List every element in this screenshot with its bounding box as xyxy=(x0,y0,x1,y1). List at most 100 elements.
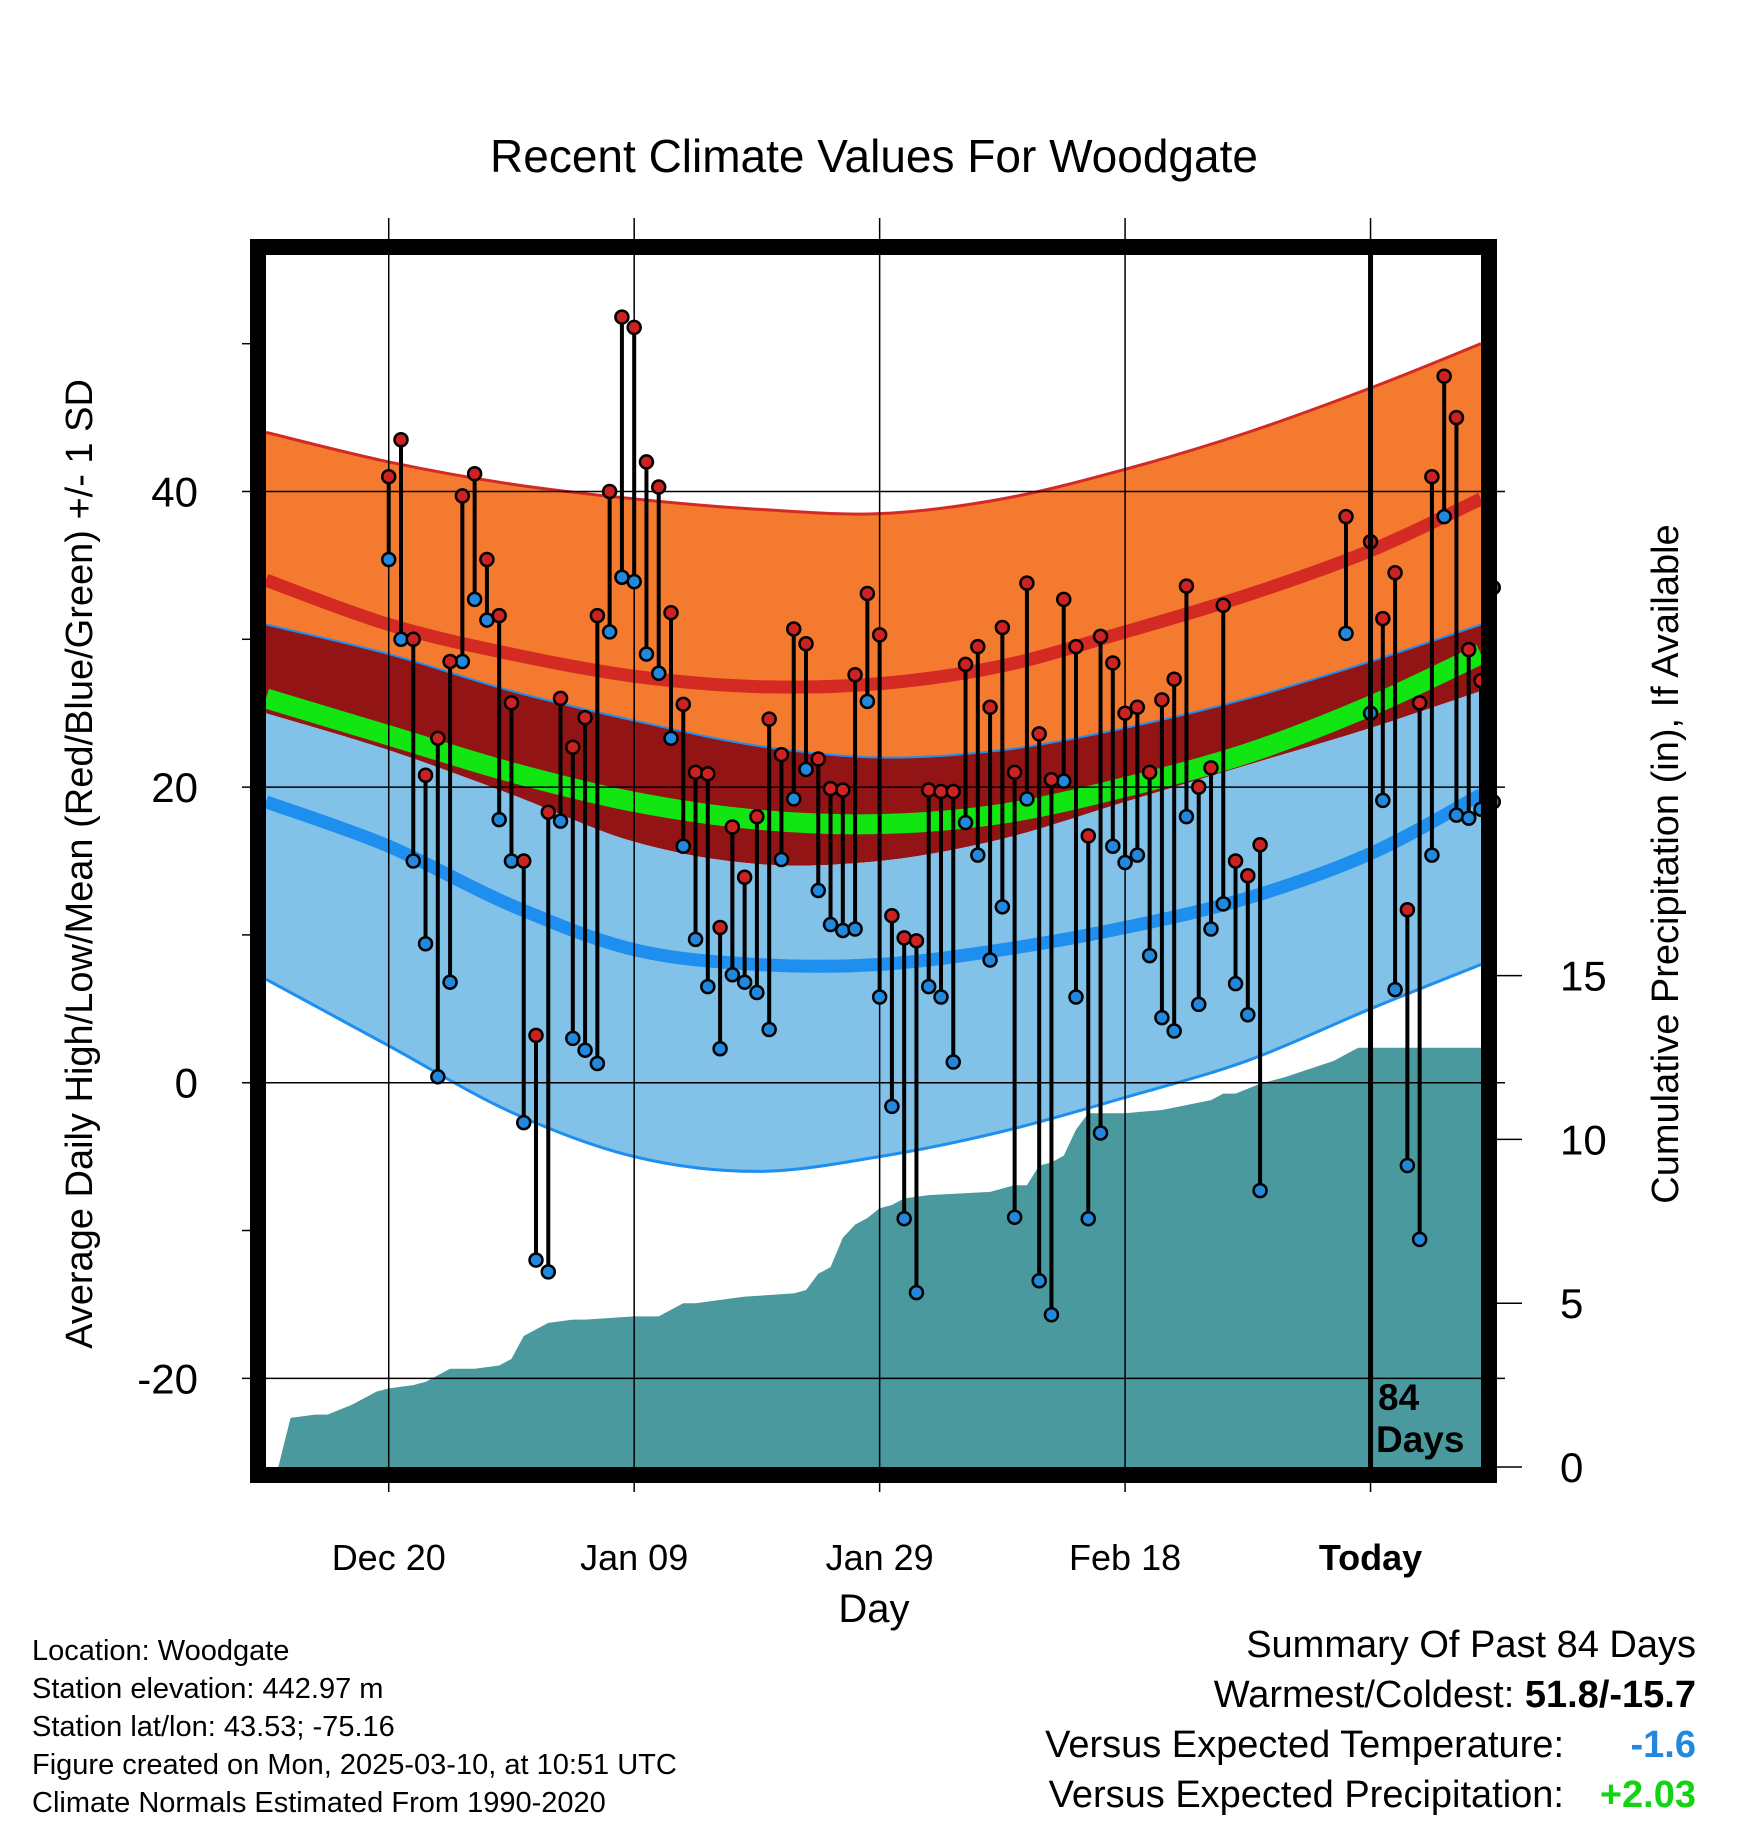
normal-mean-band xyxy=(266,624,1481,866)
high-dot xyxy=(1399,902,1416,918)
low-dot xyxy=(430,1069,446,1085)
high-dot xyxy=(405,631,422,648)
high-dot xyxy=(822,780,839,797)
high-dot xyxy=(589,607,606,624)
high-dot xyxy=(1080,828,1097,844)
low-dot xyxy=(1055,773,1072,789)
latlon-text: Station lat/lon: 43.53; -75.16 xyxy=(32,1711,395,1743)
high-dot xyxy=(1141,764,1158,781)
low-dot xyxy=(933,989,949,1005)
high-dot xyxy=(773,746,790,763)
low-dot xyxy=(798,761,814,778)
high-dot xyxy=(920,782,937,798)
high-dot xyxy=(1117,705,1133,721)
summary-panel: Summary Of Past 84 Days Warmest/Coldest:… xyxy=(1045,1620,1696,1820)
high-dot xyxy=(884,907,900,924)
x-tick-label: Feb 18 xyxy=(1069,1537,1181,1578)
y-tick-label: -20 xyxy=(137,1355,198,1402)
high-dot xyxy=(798,635,814,652)
low-dot xyxy=(589,1055,606,1072)
low-dot xyxy=(700,978,716,995)
high-dot xyxy=(994,619,1011,636)
low-dot xyxy=(761,1021,777,1038)
high-dot xyxy=(724,819,741,835)
high-dot xyxy=(785,621,802,637)
low-dot xyxy=(687,931,704,948)
high-dot xyxy=(466,466,483,482)
low-dot xyxy=(1375,792,1391,809)
high-dot xyxy=(1190,779,1207,795)
low-dot xyxy=(1436,508,1452,525)
y-tick-label: 40 xyxy=(151,468,198,515)
y-tick-label: 20 xyxy=(151,764,198,811)
high-dot xyxy=(442,653,458,670)
high-dot xyxy=(835,782,851,798)
high-dot xyxy=(1227,853,1244,869)
low-dot xyxy=(982,952,998,968)
high-dot xyxy=(1448,409,1465,426)
low-dot xyxy=(1080,1210,1097,1227)
location-text: Location: Woodgate xyxy=(32,1635,290,1667)
low-dot xyxy=(835,922,851,939)
high-dot xyxy=(380,468,397,485)
daily-stems xyxy=(386,317,1496,1315)
high-dot xyxy=(565,739,581,755)
high-dot xyxy=(1006,764,1023,781)
low-dot xyxy=(1252,1182,1268,1199)
high-dot xyxy=(712,919,728,936)
high-dot xyxy=(1105,655,1121,671)
low-dot xyxy=(638,646,655,662)
high-dot xyxy=(1055,591,1072,608)
low-dot xyxy=(1227,975,1244,992)
low-dot xyxy=(785,791,802,807)
temp-label: Versus Expected Temperature: xyxy=(1045,1724,1564,1766)
low-dot xyxy=(1019,791,1035,807)
high-dot xyxy=(871,627,888,643)
low-dot xyxy=(1240,1006,1256,1023)
plot-frame xyxy=(250,239,1497,1483)
y-axis-label: Average Daily High/Low/Mean (Red/Blue/Gr… xyxy=(59,379,101,1349)
low-dot xyxy=(773,851,790,868)
high-dot xyxy=(552,690,569,707)
high-dot xyxy=(614,309,630,325)
y2-tick-label: 5 xyxy=(1560,1280,1583,1327)
high-dot xyxy=(1387,565,1403,581)
y2-tick-label: 0 xyxy=(1560,1444,1583,1491)
high-dot xyxy=(736,869,753,886)
high-dot xyxy=(970,638,986,655)
high-dot xyxy=(528,1027,544,1044)
x-tick-label: Dec 20 xyxy=(332,1537,446,1578)
low-dot xyxy=(749,984,765,1001)
low-dot xyxy=(957,814,974,831)
low-dot xyxy=(515,1114,532,1131)
high-dot xyxy=(896,930,912,946)
low-dot xyxy=(1141,947,1158,964)
y-tick-label: 0 xyxy=(175,1060,198,1107)
low-dot xyxy=(1399,1157,1416,1174)
high-dot xyxy=(687,764,704,781)
low-dot xyxy=(884,1098,900,1115)
high-dot xyxy=(810,751,827,767)
low-dot xyxy=(1424,847,1440,863)
high-dot xyxy=(1424,468,1440,485)
low-dot xyxy=(847,921,863,937)
high-dot xyxy=(1129,699,1146,716)
high-dot xyxy=(761,711,777,727)
low-dot xyxy=(1411,1231,1428,1248)
summary-precip: Versus Expected Precipitation: +2.03 xyxy=(1045,1770,1696,1820)
low-dot xyxy=(1006,1209,1023,1225)
low-dot xyxy=(540,1264,557,1280)
temp-value: -1.6 xyxy=(1630,1724,1696,1766)
high-dot xyxy=(847,667,863,683)
high-dot xyxy=(626,319,642,336)
low-dot xyxy=(1215,896,1232,912)
low-dot xyxy=(1190,996,1207,1013)
high-dot xyxy=(749,808,765,825)
high-dot xyxy=(515,853,532,869)
precip-value: +2.03 xyxy=(1599,1774,1696,1816)
low-dot xyxy=(994,899,1011,915)
high-dot xyxy=(1031,726,1047,742)
low-dot xyxy=(810,882,827,899)
high-dot xyxy=(1092,628,1109,645)
low-dot xyxy=(663,730,679,747)
